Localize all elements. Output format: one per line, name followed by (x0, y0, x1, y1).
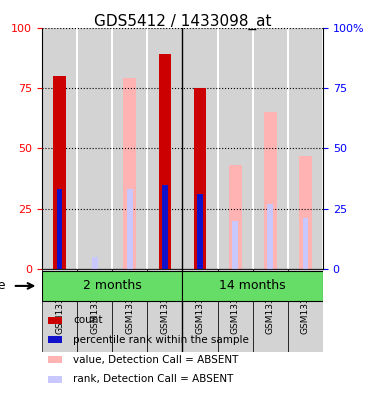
Bar (268, 204, 273, 269)
Bar (123, 78, 136, 269)
Bar (47, 317, 62, 324)
Text: GSM1330624: GSM1330624 (90, 274, 99, 334)
Bar (182, 271, 323, 301)
Bar (112, 269, 147, 352)
Bar (289, 28, 322, 269)
Bar (78, 28, 111, 269)
Bar (113, 28, 146, 269)
Text: GSM1330623: GSM1330623 (55, 274, 64, 334)
Bar (42, 271, 182, 301)
Bar (253, 269, 288, 352)
Bar (77, 269, 112, 352)
Text: GSM1330619: GSM1330619 (196, 274, 204, 334)
Bar (47, 356, 62, 363)
Bar (43, 28, 76, 269)
Bar (299, 156, 312, 269)
Bar (233, 221, 238, 269)
Bar (92, 257, 97, 269)
Bar (197, 194, 203, 269)
Bar (229, 165, 242, 269)
Text: value, Detection Call = ABSENT: value, Detection Call = ABSENT (73, 354, 238, 365)
Text: GSM1330626: GSM1330626 (161, 274, 169, 334)
Text: GSM1330625: GSM1330625 (125, 274, 134, 334)
Bar (183, 28, 217, 269)
Bar (218, 269, 253, 352)
Bar (303, 219, 308, 269)
Text: GSM1330621: GSM1330621 (266, 274, 275, 334)
Bar (147, 269, 182, 352)
Bar (254, 28, 287, 269)
Text: 14 months: 14 months (219, 279, 286, 292)
Bar (47, 336, 62, 343)
Text: 2 months: 2 months (83, 279, 142, 292)
Text: GSM1330622: GSM1330622 (301, 274, 310, 334)
Text: age: age (0, 279, 5, 292)
Bar (288, 269, 323, 352)
Bar (219, 28, 252, 269)
Bar (182, 269, 218, 352)
Bar (42, 269, 77, 352)
Bar (194, 88, 206, 269)
Text: count: count (73, 315, 103, 325)
Bar (57, 189, 62, 269)
Bar (47, 376, 62, 383)
Text: rank, Detection Call = ABSENT: rank, Detection Call = ABSENT (73, 374, 233, 384)
Bar (127, 189, 132, 269)
Bar (162, 185, 168, 269)
Text: GDS5412 / 1433098_at: GDS5412 / 1433098_at (94, 14, 271, 30)
Bar (53, 76, 66, 269)
Bar (264, 112, 277, 269)
Bar (159, 54, 171, 269)
Text: percentile rank within the sample: percentile rank within the sample (73, 335, 249, 345)
Bar (148, 28, 182, 269)
Text: GSM1330620: GSM1330620 (231, 274, 240, 334)
